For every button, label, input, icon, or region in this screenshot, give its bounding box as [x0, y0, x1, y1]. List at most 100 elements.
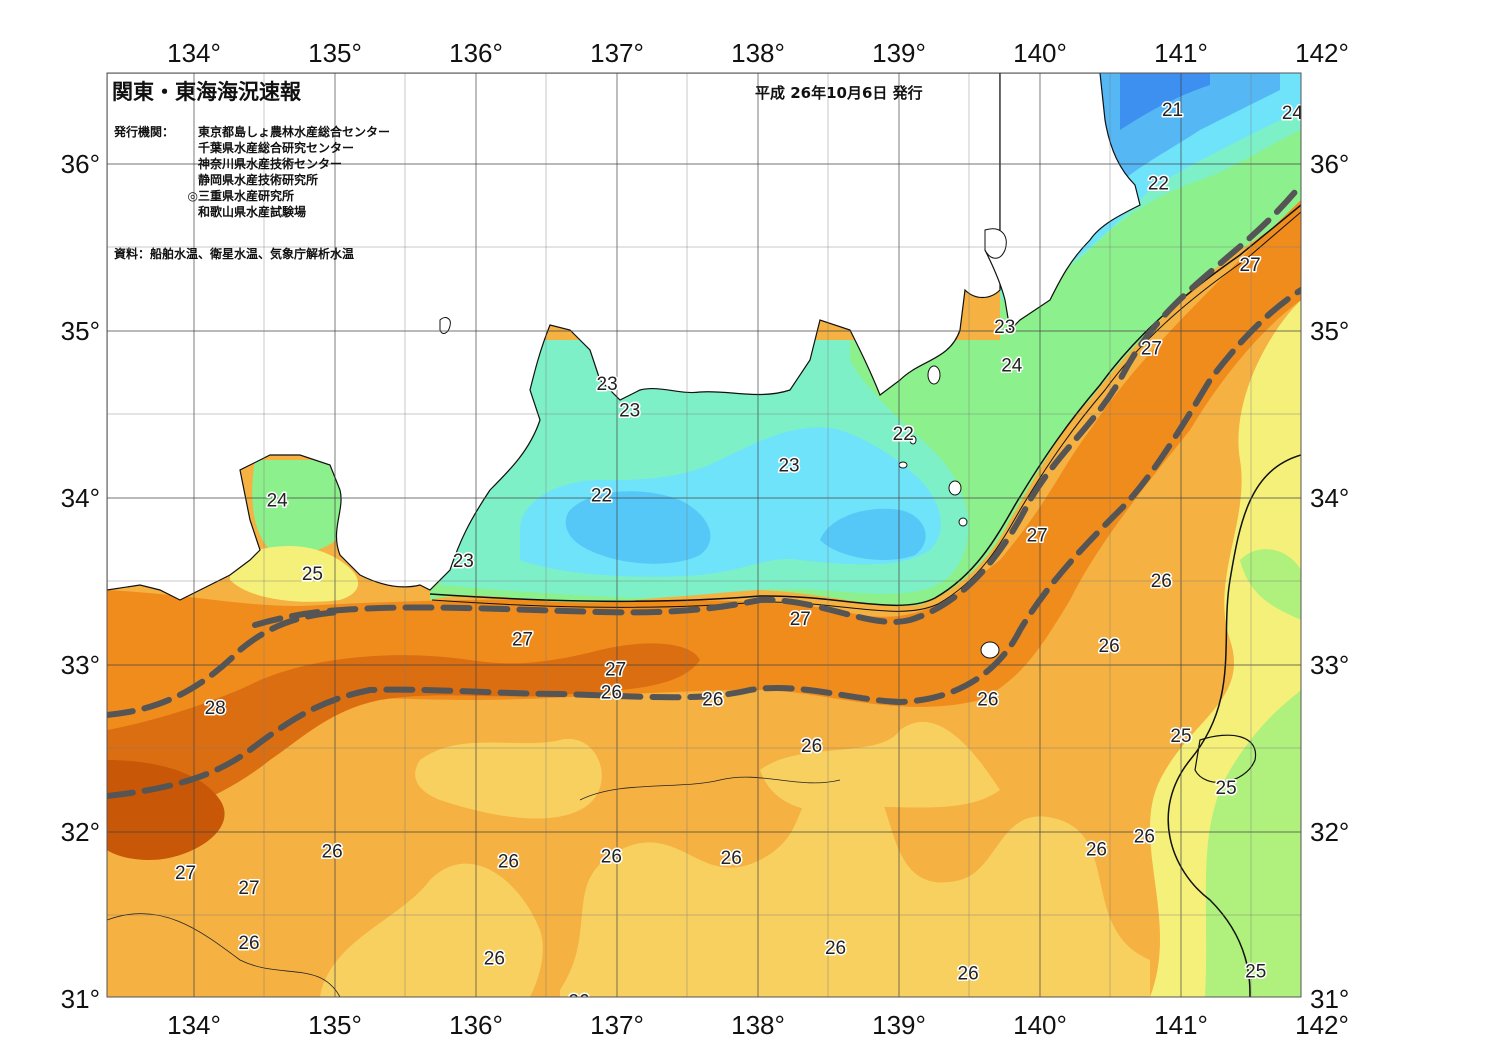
agency-mark [114, 140, 198, 156]
isotherm-label: 23 [453, 551, 474, 572]
latitude-label-right: 31° [1310, 984, 1349, 1014]
isotherm-label: 26 [1099, 636, 1120, 657]
isotherm-label: 27 [175, 863, 196, 884]
graticule [107, 73, 1301, 997]
longitude-label-top: 134° [167, 38, 221, 68]
agency-name: 和歌山県水産試験場 [198, 205, 307, 219]
isotherm-label: 26 [702, 689, 723, 710]
agency-name: 東京都島しょ農林水産総合センター [198, 125, 391, 139]
temperature-band-28 [107, 643, 700, 830]
isotherm-label: 22 [1148, 173, 1169, 194]
isotherm-label: 26 [238, 933, 259, 954]
land-hachijojima [980, 641, 1000, 659]
isotherm-label: 24 [1001, 355, 1023, 376]
land-oshima [927, 365, 941, 385]
isotherm-label: 26 [1086, 840, 1107, 861]
longitude-label-top: 139° [872, 38, 926, 68]
longitude-label-bottom: 142° [1295, 1010, 1349, 1040]
isotherm-label: 26 [484, 948, 505, 969]
map-frame [106, 72, 1302, 998]
isotherm-label: 27 [1141, 339, 1162, 360]
land-miyakejima [948, 480, 962, 496]
isotherm-label: 27 [1240, 255, 1261, 276]
data-sources: 資料：船舶水温、衛星水温、気象庁解析水温 [114, 247, 355, 261]
latitude-axis-left: 36° 35° 34° 33° 32° 31° [61, 149, 100, 1014]
agency-mark [114, 156, 198, 172]
temperature-band-26-light-center [760, 721, 1000, 811]
longitude-label-top: 138° [731, 38, 785, 68]
isotherm-line-26-southwest [107, 913, 341, 997]
temperature-band-29 [107, 760, 225, 860]
temperature-band-20 [1120, 73, 1210, 130]
isotherm-label: 22 [893, 424, 914, 445]
isotherm-label: 27 [238, 878, 259, 899]
isotherm-label: 26 [322, 841, 343, 862]
isotherm-label: 22 [591, 486, 612, 507]
temperature-band-26-light-mid [415, 738, 602, 819]
isotherm-label: 27 [1027, 526, 1048, 547]
latitude-label-right: 34° [1310, 483, 1349, 513]
isotherm-label: 26 [601, 683, 622, 704]
agency-row: 和歌山県水産試験場 [114, 204, 390, 220]
longitude-label-top: 141° [1154, 38, 1208, 68]
longitude-label-top: 142° [1295, 38, 1349, 68]
latitude-label-right: 32° [1310, 817, 1349, 847]
map-title: 関東・東海海況速報 [112, 80, 301, 104]
land-lake-biwa-shore [439, 317, 451, 334]
latitude-label-right: 33° [1310, 650, 1349, 680]
isotherm-label: 27 [790, 609, 811, 630]
temperature-band-26-light [560, 770, 1150, 997]
isotherm-label: 26 [977, 689, 998, 710]
agency-row: 神奈川県水産技術センター [114, 156, 390, 172]
agency-name: 静岡県水産技術研究所 [198, 173, 319, 187]
isotherm-label: 21 [1162, 100, 1183, 121]
isotherm-label: 26 [801, 736, 822, 757]
longitude-label-bottom: 135° [308, 1010, 362, 1040]
isotherm-label: 28 [205, 698, 226, 719]
latitude-label-left: 34° [61, 483, 100, 513]
latitude-label-left: 31° [61, 984, 100, 1014]
temperature-band-24-east [1205, 690, 1301, 997]
longitude-axis-top: 134° 135° 136° 137° 138° 139° 140° 141° 142° [167, 38, 1349, 68]
agency-mark [114, 172, 198, 188]
isotherm-label: 23 [619, 400, 640, 421]
longitude-label-bottom: 139° [872, 1010, 926, 1040]
longitude-label-bottom: 134° [167, 1010, 221, 1040]
land-tokyo-bay-island [984, 228, 1007, 259]
land-mikurajima [958, 517, 968, 527]
isotherm-label: 24 [267, 491, 289, 512]
isotherm-line-26-mid [579, 776, 841, 801]
isotherm-label: 26 [568, 992, 589, 1013]
issue-date: 平成 26年10月6日 発行 [755, 84, 923, 102]
temperature-band-24-east-north [1240, 549, 1301, 620]
longitude-label-bottom: 137° [590, 1010, 644, 1040]
isotherm-label: 26 [1151, 571, 1172, 592]
temperature-band-21-5-west [565, 491, 711, 564]
agency-row: 発行機関： 東京都島しょ農林水産総合センター [114, 124, 390, 140]
longitude-label-top: 135° [308, 38, 362, 68]
isotherm-label: 23 [778, 456, 799, 477]
longitude-axis-bottom: 134° 135° 136° 137° 138° 139° 140° 141° 142° [167, 1010, 1349, 1040]
agency-name: 三重県水産研究所 [198, 189, 295, 203]
agency-name: 千葉県水産総合研究センター [198, 141, 355, 155]
temperature-band-27 [107, 190, 1301, 800]
latitude-label-left: 33° [61, 650, 100, 680]
longitude-label-top: 136° [449, 38, 503, 68]
latitude-label-right: 35° [1310, 316, 1349, 346]
agency-mark [114, 204, 198, 220]
latitude-axis-right: 36° 35° 34° 33° 32° 31° [1310, 149, 1349, 1014]
agency-mark: ◎ [187, 189, 198, 203]
isotherm-loop-25 [1194, 734, 1257, 783]
longitude-label-bottom: 140° [1013, 1010, 1067, 1040]
land-honshu-shikoku [107, 73, 1001, 601]
land-niijima [909, 435, 917, 445]
isotherm-label: 26 [601, 846, 622, 867]
longitude-label-bottom: 138° [731, 1010, 785, 1040]
agency-row: ◎ 三重県水産研究所 [114, 188, 390, 204]
isotherm-label: 27 [605, 659, 626, 680]
isotherm-line-26 [431, 211, 1301, 612]
land-kozushima [898, 461, 908, 469]
isotherm-label: 26 [825, 938, 846, 959]
isotherm-label: 24 [1282, 103, 1304, 124]
